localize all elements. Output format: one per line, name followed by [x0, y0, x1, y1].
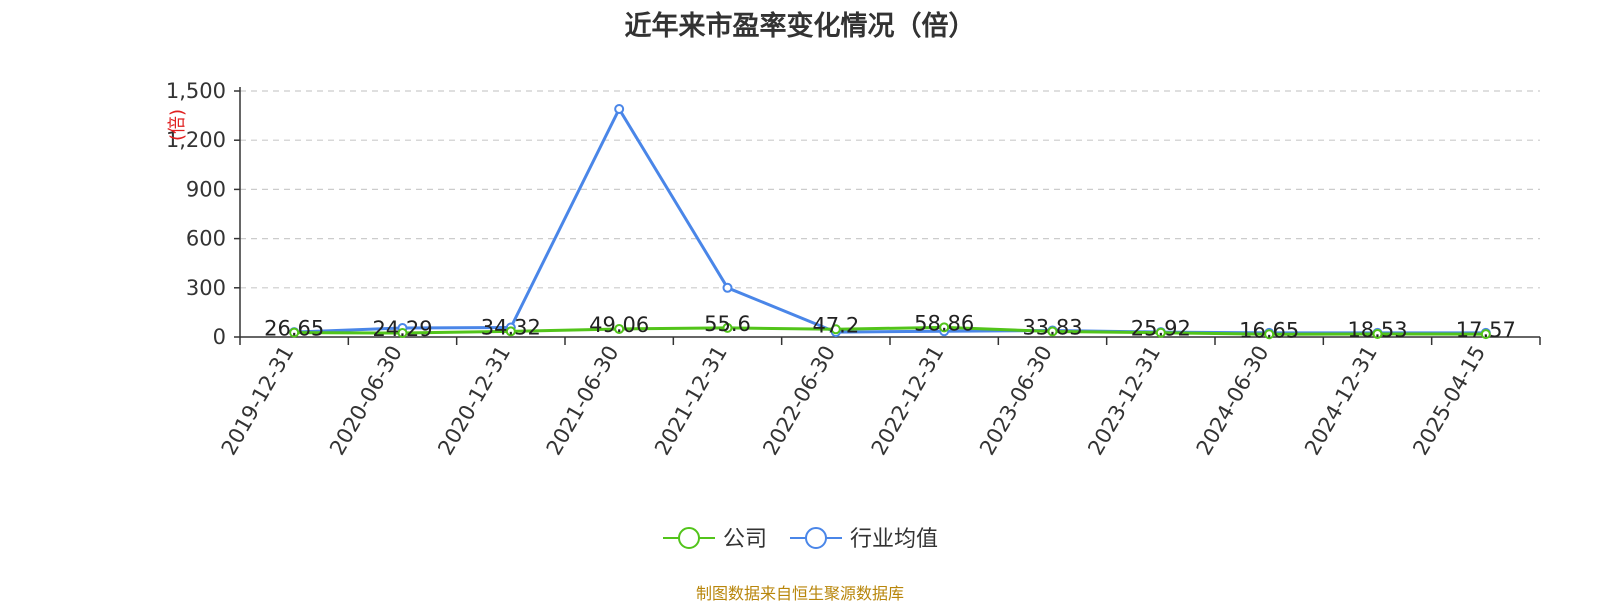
- legend-item: 公司: [663, 527, 767, 552]
- x-tick-label: 2023-06-30: [975, 342, 1057, 460]
- y-tick-label: 600: [186, 227, 226, 251]
- grid-layer: [240, 90, 1540, 289]
- axis-layer: 0 300 600 900 1,200 1,500 2019-12-31 2020-06-30…: [166, 79, 1541, 460]
- data-label-layer: 26.65 24.29 34.32 49.06 55.6 47.2 58.86 33.83 25…: [264, 311, 1516, 342]
- data-label: 33.83: [1022, 315, 1082, 339]
- data-label: 58.86: [914, 311, 974, 335]
- data-point: [722, 282, 733, 293]
- legend-item: 行业均值: [790, 527, 938, 552]
- data-label: 26.65: [264, 317, 324, 341]
- data-point: [397, 328, 408, 339]
- data-point: [289, 327, 300, 338]
- data-label: 16.65: [1239, 318, 1299, 342]
- y-tick-label: 300: [186, 276, 226, 300]
- legend-marker-icon: [678, 527, 700, 549]
- data-point: [614, 104, 625, 115]
- data-point: [505, 326, 516, 337]
- chart-title: 近年来市盈率变化情况（倍）: [624, 11, 976, 42]
- data-label: 55.6: [704, 312, 751, 336]
- series-line: [294, 325, 1486, 336]
- y-tick-label: 0: [213, 325, 226, 349]
- series-layer: [289, 104, 1491, 340]
- series-line: [294, 107, 1486, 335]
- source-note: 制图数据来自恒生聚源数据库: [695, 584, 904, 603]
- data-label: 25.92: [1131, 317, 1191, 341]
- y-tick-label: 1,200: [166, 128, 226, 152]
- y-tick-label: 1,500: [166, 79, 226, 103]
- legend-label: 公司: [723, 527, 767, 552]
- x-tick-label: 2021-12-31: [650, 342, 732, 460]
- data-point: [614, 323, 625, 334]
- data-point: [1264, 329, 1275, 340]
- y-axis-unit-label: (倍): [167, 109, 188, 141]
- data-label: 24.29: [372, 317, 432, 341]
- data-label: 34.32: [481, 315, 541, 339]
- data-point: [1372, 328, 1383, 339]
- x-tick-label: 2023-12-31: [1083, 342, 1165, 460]
- x-tick-label: 2021-06-30: [542, 342, 624, 460]
- data-label: 49.06: [589, 313, 649, 337]
- data-point: [722, 322, 733, 333]
- x-tick-label: 2025-04-15: [1408, 342, 1490, 460]
- data-point: [939, 322, 950, 333]
- legend: 公司 行业均值: [663, 527, 938, 552]
- x-tick-label: 2020-12-31: [433, 342, 515, 460]
- data-point: [830, 324, 841, 335]
- x-tick-label: 2019-12-31: [217, 342, 299, 460]
- legend-label: 行业均值: [850, 527, 938, 552]
- data-point: [1047, 326, 1058, 337]
- y-tick-label: 900: [186, 177, 226, 201]
- x-tick-label: 2022-12-31: [867, 342, 949, 460]
- x-tick-label: 2020-06-30: [325, 342, 407, 460]
- data-point: [1480, 329, 1491, 340]
- x-tick-label: 2024-06-30: [1192, 342, 1274, 460]
- data-label: 47.2: [812, 313, 859, 337]
- data-label: 17.57: [1456, 318, 1516, 342]
- x-tick-label: 2024-12-31: [1300, 342, 1382, 460]
- data-point: [1155, 327, 1166, 338]
- x-tick-label: 2022-06-30: [758, 342, 840, 460]
- data-label: 18.53: [1347, 318, 1407, 342]
- legend-marker-icon: [805, 527, 827, 549]
